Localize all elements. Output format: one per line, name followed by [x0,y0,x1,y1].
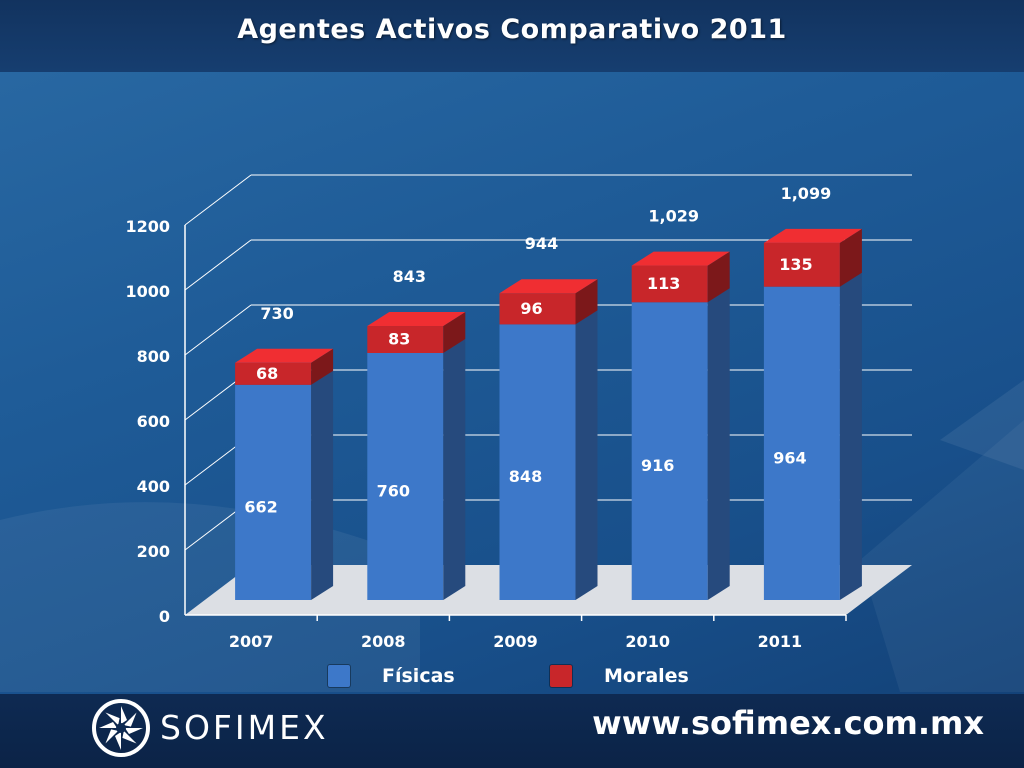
y-tick-label: 600 [137,412,170,431]
bar-fisicas [631,288,730,600]
y-tick-label: 1000 [125,282,170,301]
legend-label-morales: Morales [604,665,689,687]
x-tick-label: 2011 [758,632,803,651]
y-tick-label: 0 [159,607,170,626]
data-label-fisicas: 848 [509,467,542,486]
sofimex-logo-icon [92,699,150,757]
footer-band [0,694,1024,768]
legend-label-fisicas: Físicas [382,665,455,687]
total-label: 944 [525,234,558,253]
total-label: 1,029 [648,207,699,226]
total-label: 1,099 [781,184,832,203]
total-label: 730 [260,304,293,323]
bar-morales [763,228,862,287]
gridline-diagonal [184,174,252,226]
data-label-morales: 135 [779,255,812,274]
gridline-diagonal [184,239,252,291]
x-tick-label: 2008 [361,632,406,651]
bar-fisicas [367,339,466,600]
bar-fisicas [235,370,334,600]
y-tick-label: 1200 [125,217,170,236]
gridline-diagonal [184,304,252,356]
website-link[interactable]: www.sofimex.com.mx [592,704,984,742]
data-label-morales: 68 [256,364,278,383]
chart-title: Agentes Activos Comparativo 2011 [237,14,787,45]
data-label-fisicas: 662 [244,497,277,516]
legend-swatch-fisicas [328,665,350,687]
bar-morales [367,312,466,353]
y-tick-label: 400 [137,477,170,496]
x-tick-label: 2010 [625,632,670,651]
data-label-morales: 83 [388,330,410,349]
header-band [0,0,1024,72]
legend-swatch-morales [550,665,572,687]
data-label-fisicas: 760 [377,482,410,501]
y-tick-label: 200 [137,542,170,561]
x-tick-label: 2009 [493,632,538,651]
bar-morales [235,348,334,385]
legend-fisicas: Físicas [328,662,455,690]
data-label-morales: 113 [647,274,680,293]
chart-area: 0 200 400 600 800 1000 1200 2007 2008 2009 2010 201… [125,174,912,651]
bar-fisicas [763,272,862,600]
data-label-morales: 96 [520,299,542,318]
x-tick-label: 2007 [229,632,274,651]
bar-morales [631,251,730,303]
bar-fisicas [499,310,598,600]
bar-morales [499,279,598,325]
total-label: 843 [393,267,426,286]
data-label-fisicas: 964 [773,448,806,467]
legend-morales: Morales [550,662,689,690]
data-label-fisicas: 916 [641,456,674,475]
logo-text: SOFIMEX [160,708,329,747]
y-tick-label: 800 [137,347,170,366]
